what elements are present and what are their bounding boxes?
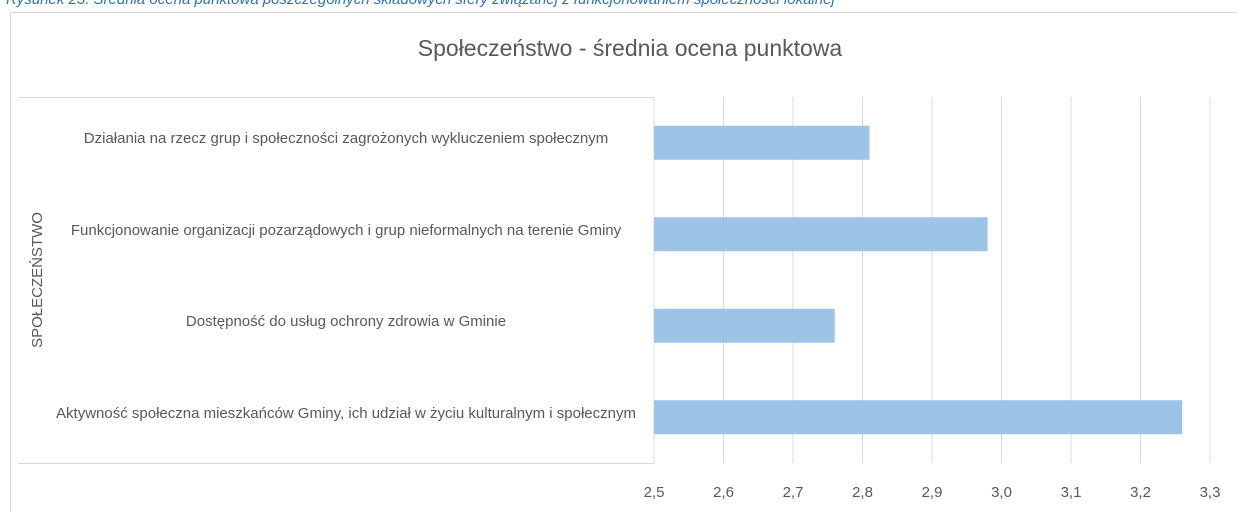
- y-tick-label: Działania na rzecz grup i społeczności z…: [83, 130, 609, 148]
- x-tick-label: 3,2: [1130, 484, 1151, 501]
- x-tick-label: 2,7: [783, 484, 804, 501]
- chart-border: [10, 12, 1237, 512]
- y-tick-label: Dostępność do usług ochrony zdrowia w Gm…: [185, 313, 507, 331]
- x-tick-label: 3,0: [991, 484, 1012, 501]
- y-tick-label: Funkcjonowanie organizacji pozarządowych…: [70, 221, 622, 239]
- x-tick-label: 2,6: [713, 484, 734, 501]
- caption: Rysunek 23. Średnia ocena punktowa poszc…: [6, 0, 835, 8]
- y-tick-label: Aktywność społeczna mieszkańców Gminy, i…: [56, 404, 636, 422]
- bar: [654, 217, 988, 252]
- x-tick-label: 2,5: [644, 484, 665, 501]
- x-tick-label: 3,1: [1061, 484, 1082, 501]
- x-tick-label: 3,3: [1200, 484, 1221, 501]
- bar: [654, 308, 835, 343]
- x-tick-label: 2,9: [922, 484, 943, 501]
- bar: [654, 400, 1183, 435]
- x-tick-label: 2,8: [852, 484, 873, 501]
- chart-title: Społeczeństwo - średnia ocena punktowa: [418, 35, 843, 61]
- bar: [654, 125, 870, 160]
- y-axis-title: SPOŁECZEŃSTWO: [29, 212, 46, 348]
